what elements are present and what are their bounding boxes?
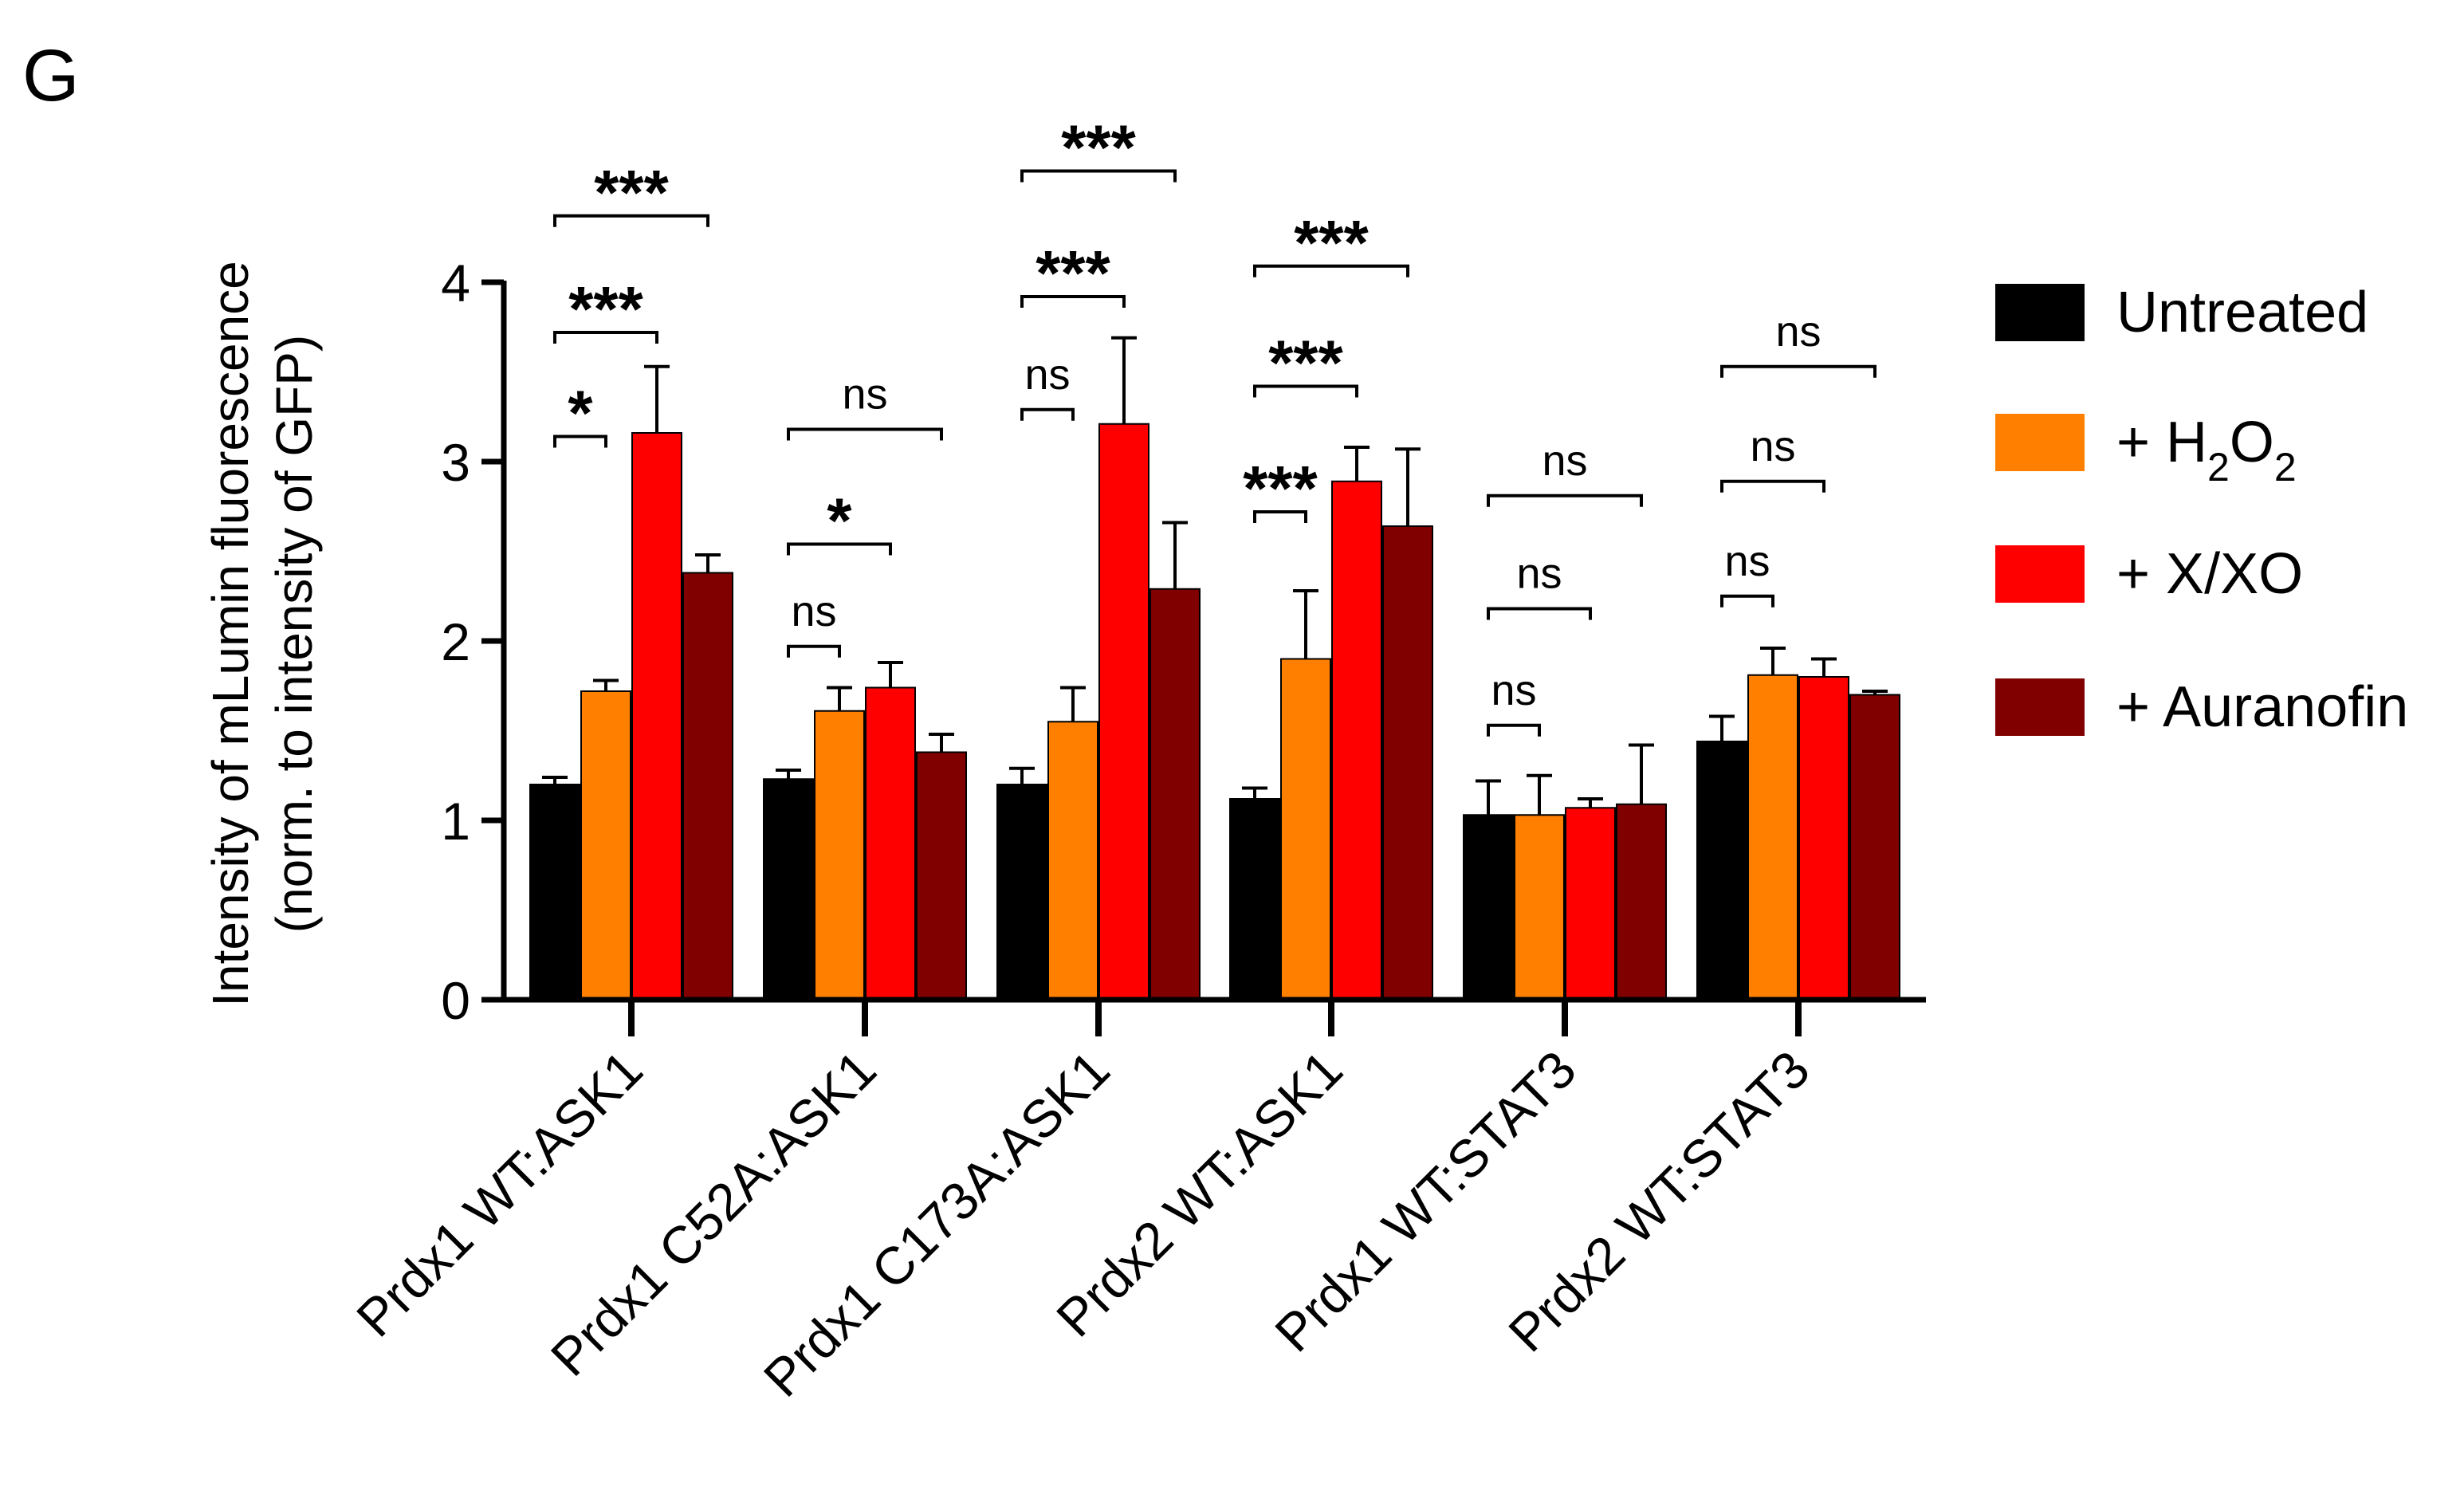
y-tick-label-2: 2 bbox=[441, 612, 470, 671]
legend-swatch-4 bbox=[1995, 678, 2085, 736]
bar-3-1 bbox=[631, 432, 682, 1001]
legend-label-1: Untreated bbox=[2116, 281, 2368, 344]
bar-4-6 bbox=[1849, 694, 1900, 1001]
bar-2-2 bbox=[814, 710, 865, 1001]
y-tick-label-0: 0 bbox=[441, 971, 470, 1030]
bar-3-2 bbox=[865, 686, 916, 1001]
annotation-label-10: *** bbox=[1268, 328, 1343, 399]
annotation-label-7: *** bbox=[1036, 238, 1110, 309]
legend-swatch-1 bbox=[1995, 284, 2085, 341]
legend: Untreated + H2O2 + X/XO + Auranofin bbox=[1995, 281, 2408, 739]
y-tick-label-3: 3 bbox=[441, 433, 470, 492]
bar-4-4 bbox=[1382, 525, 1433, 1001]
annotation-bracket-5 bbox=[787, 427, 943, 441]
annotation-label-5: ns bbox=[842, 371, 887, 419]
y-tick-label-1: 1 bbox=[441, 792, 470, 851]
annotation-bracket-11 bbox=[1253, 264, 1409, 277]
bar-2-4 bbox=[1280, 658, 1331, 1001]
y-axis-title: Intensity of mLumin fluorescence (norm. … bbox=[202, 261, 323, 1007]
significance-annotations: *******ns*ns ns***************nsnsnsnsnsn… bbox=[553, 112, 1876, 737]
annotation-bracket-6 bbox=[1020, 407, 1075, 421]
annotation-bracket-12 bbox=[1487, 723, 1541, 737]
annotation-label-9: *** bbox=[1243, 453, 1318, 524]
legend-label-3: + X/XO bbox=[2116, 542, 2303, 606]
annotation-label-14: ns bbox=[1542, 437, 1587, 485]
annotation-label-12: ns bbox=[1491, 666, 1536, 714]
bar-1-2 bbox=[763, 778, 814, 1001]
annotation-label-15: ns bbox=[1724, 537, 1770, 585]
annotation-bracket-4 bbox=[787, 542, 892, 556]
legend-swatch-3 bbox=[1995, 545, 2085, 603]
bar-2-1 bbox=[580, 690, 631, 1001]
y-axis-title-line2: (norm. to intensity of GFP) bbox=[265, 335, 323, 933]
bar-4-2 bbox=[916, 751, 967, 1001]
legend-label-2: + H2O2 bbox=[2116, 411, 2297, 490]
annotation-bracket-9 bbox=[1253, 510, 1307, 523]
annotation-bracket-3 bbox=[787, 644, 841, 658]
error-bars bbox=[542, 336, 1888, 816]
annotation-bracket-0 bbox=[553, 434, 607, 448]
annotation-bracket-2 bbox=[553, 214, 709, 227]
panel-label: G bbox=[22, 35, 80, 116]
annotation-bracket-7 bbox=[1020, 295, 1126, 308]
annotation-label-16: ns bbox=[1750, 423, 1795, 470]
bar-4-1 bbox=[682, 572, 733, 1001]
y-axis-title-line1: Intensity of mLumin fluorescence bbox=[202, 261, 259, 1007]
bar-1-6 bbox=[1696, 741, 1747, 1001]
bar-1-4 bbox=[1229, 798, 1280, 1001]
annotation-label-6: ns bbox=[1024, 351, 1070, 399]
bar-4-5 bbox=[1616, 803, 1667, 1001]
annotation-label-2: *** bbox=[594, 157, 669, 228]
bar-3-3 bbox=[1098, 423, 1149, 1001]
annotation-bracket-10 bbox=[1253, 384, 1358, 398]
annotation-label-8: *** bbox=[1061, 112, 1136, 183]
bar-1-5 bbox=[1463, 814, 1514, 1001]
legend-swatch-2 bbox=[1995, 414, 2085, 471]
axes: 0 1 2 3 4 bbox=[441, 254, 1926, 1036]
annotation-bracket-17 bbox=[1720, 364, 1876, 378]
bar-2-6 bbox=[1747, 674, 1798, 1001]
annotation-label-13: ns bbox=[1516, 550, 1562, 598]
bar-1-1 bbox=[529, 784, 580, 1001]
annotation-bracket-14 bbox=[1487, 493, 1643, 507]
annotation-bracket-1 bbox=[553, 331, 658, 344]
y-tick-label-4: 4 bbox=[441, 254, 470, 313]
bar-3-4 bbox=[1331, 480, 1382, 1001]
bar-2-5 bbox=[1514, 814, 1565, 1001]
bars bbox=[529, 423, 1900, 1001]
bar-1-3 bbox=[996, 784, 1047, 1001]
bar-4-3 bbox=[1149, 588, 1201, 1001]
annotation-label-3: ns bbox=[791, 588, 836, 635]
annotation-bracket-16 bbox=[1720, 479, 1825, 493]
annotation-label-11: *** bbox=[1294, 207, 1369, 278]
bar-3-5 bbox=[1565, 807, 1616, 1001]
annotation-label-4: * bbox=[827, 486, 852, 556]
annotation-bracket-13 bbox=[1487, 607, 1592, 620]
legend-label-4: + Auranofin bbox=[2116, 675, 2408, 739]
bar-3-6 bbox=[1798, 676, 1849, 1001]
bar-2-3 bbox=[1047, 721, 1098, 1001]
annotation-label-17: ns bbox=[1775, 308, 1821, 356]
annotation-label-0: * bbox=[568, 378, 593, 449]
annotation-bracket-8 bbox=[1020, 169, 1177, 183]
annotation-bracket-15 bbox=[1720, 594, 1774, 608]
annotation-label-1: *** bbox=[568, 273, 643, 344]
